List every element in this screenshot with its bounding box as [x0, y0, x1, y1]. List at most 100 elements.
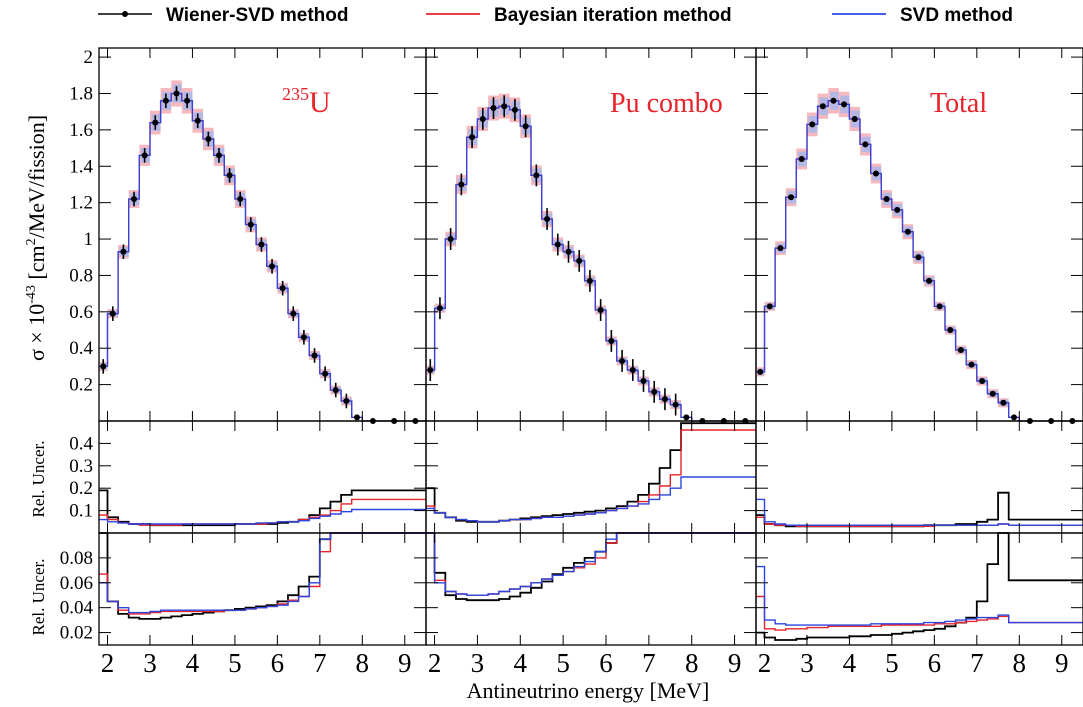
- panel-column-2: 2 3 4 5 6 7 8 9 Pu combo: [425, 47, 757, 678]
- point-wiener: [565, 248, 572, 255]
- point-wiener: [576, 257, 583, 264]
- point-wiener: [904, 228, 911, 235]
- rel-uncert-svd-bot: [756, 565, 1083, 626]
- point-wiener: [544, 216, 551, 223]
- x-tick-label: 4: [514, 648, 528, 678]
- point-wiener: [672, 401, 679, 408]
- point-wiener: [258, 241, 265, 248]
- point-wiener: [343, 397, 350, 404]
- subplot-mid-1: 0.10.20.30.4: [69, 420, 427, 534]
- y-tick-label: 0.3: [69, 456, 93, 477]
- rel-uncert-svd-bot: [99, 532, 426, 614]
- rel-uncert-bayes-mid: [426, 429, 756, 523]
- subplot-frame: [755, 532, 1083, 646]
- point-wiener: [757, 368, 764, 375]
- x-tick-label: 5: [885, 648, 899, 678]
- y-axis-title-top: σ × 10-43 [cm2/MeV/fission]: [24, 115, 49, 361]
- x-tick-label: 3: [800, 648, 814, 678]
- x-tick-label: 9: [398, 648, 412, 678]
- point-wiener: [322, 370, 329, 377]
- x-tick-label: 8: [685, 648, 699, 678]
- point-wiener: [809, 121, 816, 128]
- panel-column-1: 0.20.40.60.811.21.41.61.820.10.20.30.40.…: [60, 47, 427, 678]
- legend-label-bayes: Bayesian iteration method: [494, 5, 732, 26]
- panel-label-main: U: [309, 86, 331, 119]
- rel-uncert-wiener-mid: [99, 489, 426, 527]
- rel-uncert-svd-mid: [426, 476, 756, 523]
- spectrum-bayes: [426, 105, 756, 422]
- point-wiener: [841, 101, 848, 108]
- point-wiener: [629, 367, 636, 374]
- point-wiener: [989, 390, 996, 397]
- subplot-frame: [425, 532, 757, 646]
- point-wiener: [597, 307, 604, 314]
- legend-label-svd: SVD method: [900, 5, 1013, 26]
- point-wiener: [215, 152, 222, 159]
- spectrum-bayes: [99, 92, 426, 422]
- subplot-frame: [755, 420, 1083, 534]
- y-tick-label: 0.2: [69, 375, 93, 396]
- point-wiener: [936, 303, 943, 310]
- rel-uncert-wiener-mid: [756, 491, 1083, 528]
- x-tick-label: 8: [356, 648, 370, 678]
- panel-label-3: Total: [930, 88, 987, 119]
- point-wiener: [968, 361, 975, 368]
- subplot-frame: [755, 47, 1083, 422]
- y-tick-label: 0.8: [69, 265, 93, 286]
- point-wiener: [458, 181, 465, 188]
- y-tick-label: 0.04: [60, 598, 94, 619]
- y-tick-label: 0.02: [60, 623, 93, 644]
- point-wiener: [608, 337, 615, 344]
- y-tick-label: 1.4: [69, 156, 93, 177]
- x-tick-label: 9: [1055, 648, 1069, 678]
- x-tick-label: 9: [728, 648, 742, 678]
- point-wiener: [766, 303, 773, 310]
- legend-marker-wiener: [122, 11, 128, 17]
- point-wiener: [511, 106, 518, 113]
- legend-entry-bayes: Bayesian iteration method: [426, 5, 732, 26]
- x-tick-label: 5: [228, 648, 242, 678]
- point-wiener: [269, 263, 276, 270]
- panel-label-sup: 235: [282, 84, 309, 104]
- point-wiener: [120, 248, 127, 255]
- point-wiener: [152, 119, 159, 126]
- point-wiener: [862, 141, 869, 148]
- x-tick-label: 6: [928, 648, 942, 678]
- subplot-bot-3: [755, 532, 1083, 646]
- rel-uncert-wiener-bot: [99, 532, 426, 620]
- spectrum-svd: [99, 92, 426, 422]
- x-tick-label: 4: [186, 648, 200, 678]
- rel-uncert-wiener-bot: [426, 532, 756, 602]
- x-tick-label: 7: [970, 648, 984, 678]
- rel-uncert-bayes-mid: [99, 498, 426, 526]
- x-tick-label: 2: [428, 648, 442, 678]
- point-wiener: [915, 254, 922, 261]
- point-wiener: [194, 117, 201, 124]
- point-wiener: [777, 245, 784, 252]
- point-wiener: [226, 172, 233, 179]
- rel-uncert-svd-mid: [99, 508, 426, 525]
- plot-area: 0.20.40.60.811.21.41.61.820.10.20.30.40.…: [60, 47, 1083, 678]
- point-wiener: [290, 310, 297, 317]
- point-wiener: [894, 206, 901, 213]
- point-wiener: [819, 103, 826, 110]
- legend-entry-svd: SVD method: [832, 5, 1013, 26]
- subplot-bot-2: [425, 532, 757, 646]
- point-wiener: [522, 123, 529, 130]
- y-tick-label: 1.2: [69, 193, 93, 214]
- point-wiener: [311, 352, 318, 359]
- point-wiener: [469, 134, 476, 141]
- point-wiener: [651, 388, 658, 395]
- subplot-mid-3: [755, 420, 1083, 534]
- rel-uncert-wiener-mid: [426, 422, 756, 523]
- point-wiener: [490, 105, 497, 112]
- point-wiener: [109, 310, 116, 317]
- subplot-top-3: [755, 47, 1083, 424]
- y-tick-label: 0.2: [69, 478, 93, 499]
- panel-label-1: 235U: [282, 84, 331, 119]
- rel-uncert-bayes-bot: [99, 532, 426, 615]
- subplot-mid-2: [425, 420, 757, 534]
- y-tick-label: 1.6: [69, 120, 93, 141]
- point-wiener: [1000, 399, 1007, 406]
- x-tick-label: 7: [642, 648, 656, 678]
